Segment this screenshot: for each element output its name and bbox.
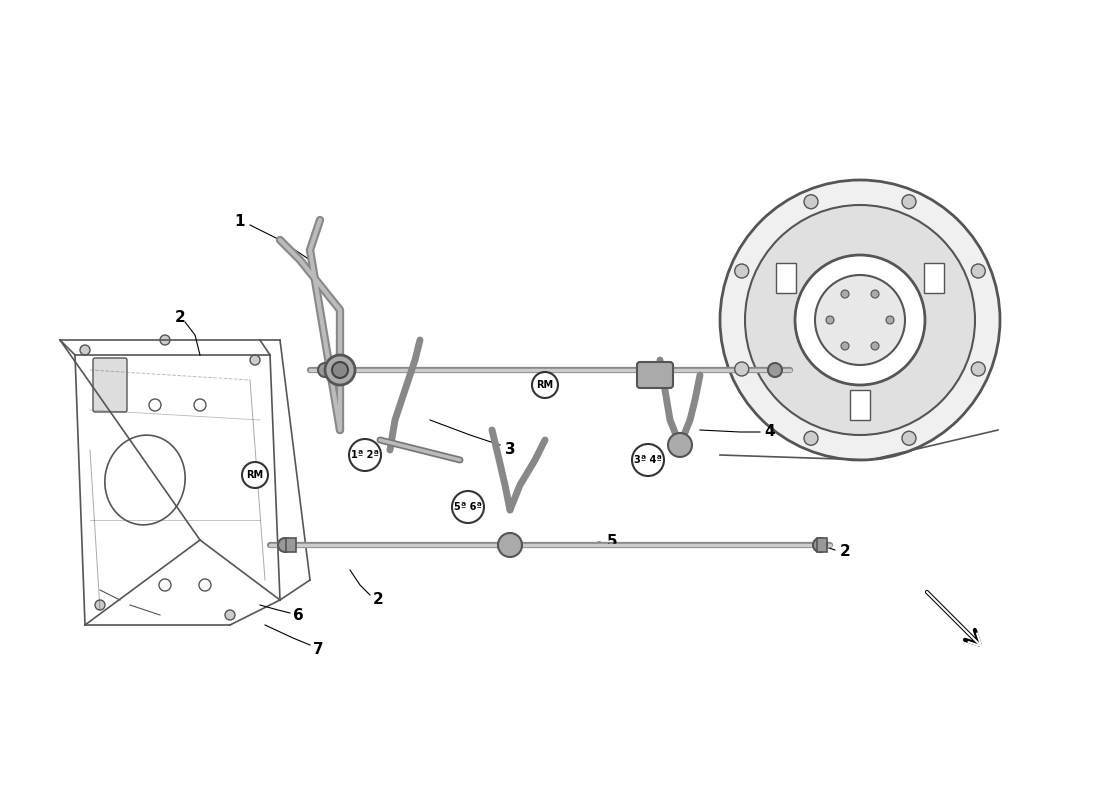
Text: 2: 2 xyxy=(175,310,186,325)
Text: 3ª 4ª: 3ª 4ª xyxy=(634,455,662,465)
Text: RM: RM xyxy=(537,380,553,390)
Circle shape xyxy=(745,205,975,435)
Circle shape xyxy=(735,264,749,278)
Bar xyxy=(777,262,796,293)
Circle shape xyxy=(826,316,834,324)
Text: 6: 6 xyxy=(293,609,304,623)
Circle shape xyxy=(735,362,749,376)
Circle shape xyxy=(971,264,986,278)
Bar xyxy=(286,538,296,552)
FancyBboxPatch shape xyxy=(94,358,126,412)
Bar xyxy=(817,538,827,552)
Circle shape xyxy=(332,362,348,378)
Bar xyxy=(924,262,944,293)
Circle shape xyxy=(194,399,206,411)
Circle shape xyxy=(278,538,292,552)
Text: 1: 1 xyxy=(234,214,245,230)
Circle shape xyxy=(349,439,381,471)
Circle shape xyxy=(80,345,90,355)
Circle shape xyxy=(668,433,692,457)
Circle shape xyxy=(902,194,916,209)
Circle shape xyxy=(902,431,916,446)
Circle shape xyxy=(842,342,849,350)
Circle shape xyxy=(632,444,664,476)
Circle shape xyxy=(226,610,235,620)
Circle shape xyxy=(720,180,1000,460)
FancyBboxPatch shape xyxy=(637,362,673,388)
Text: 2: 2 xyxy=(373,593,384,607)
Text: 5: 5 xyxy=(607,534,617,550)
Circle shape xyxy=(532,372,558,398)
Text: 2: 2 xyxy=(839,545,850,559)
Text: RM: RM xyxy=(246,470,264,480)
Circle shape xyxy=(148,399,161,411)
Text: 3: 3 xyxy=(505,442,515,458)
Circle shape xyxy=(324,355,355,385)
Circle shape xyxy=(871,342,879,350)
Circle shape xyxy=(842,290,849,298)
Bar xyxy=(850,390,870,420)
Text: 5ª 6ª: 5ª 6ª xyxy=(454,502,482,512)
Circle shape xyxy=(452,491,484,523)
Circle shape xyxy=(804,431,818,446)
Circle shape xyxy=(242,462,268,488)
Circle shape xyxy=(813,538,827,552)
Circle shape xyxy=(250,355,260,365)
Circle shape xyxy=(815,275,905,365)
Circle shape xyxy=(795,255,925,385)
Circle shape xyxy=(768,363,782,377)
Circle shape xyxy=(160,335,170,345)
Circle shape xyxy=(318,363,332,377)
Circle shape xyxy=(886,316,894,324)
Circle shape xyxy=(95,600,104,610)
Circle shape xyxy=(971,362,986,376)
Text: 7: 7 xyxy=(312,642,323,658)
Circle shape xyxy=(160,579,170,591)
Circle shape xyxy=(804,194,818,209)
Circle shape xyxy=(871,290,879,298)
Circle shape xyxy=(199,579,211,591)
Circle shape xyxy=(498,533,522,557)
Text: 1ª 2ª: 1ª 2ª xyxy=(351,450,378,460)
Text: 4: 4 xyxy=(764,425,776,439)
